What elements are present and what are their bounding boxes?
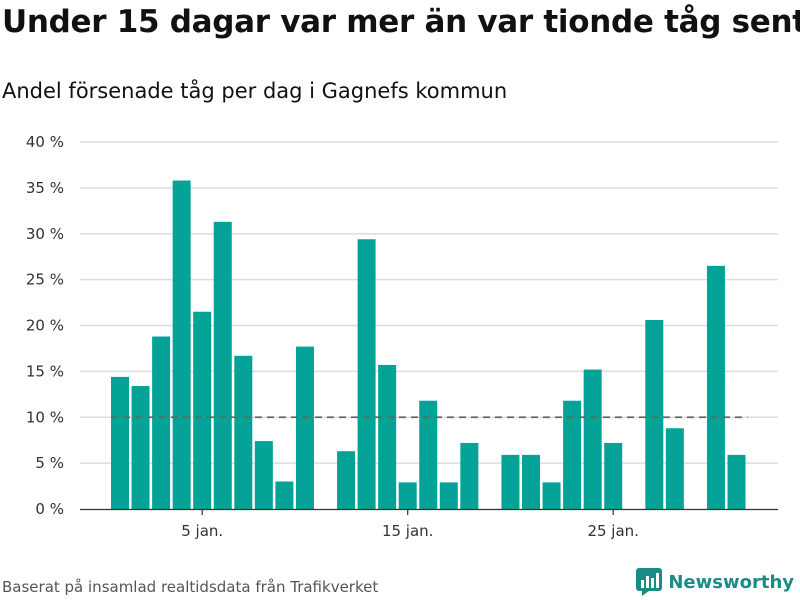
chart-subtitle: Andel försenade tåg per dag i Gagnefs ko… <box>2 79 508 103</box>
bar <box>542 482 561 509</box>
bar <box>439 482 458 509</box>
bar <box>275 481 294 509</box>
bar <box>522 454 540 509</box>
bar <box>419 400 438 509</box>
x-tick-label: 15 jan. <box>382 522 434 540</box>
y-tick-label: 15 % <box>26 362 64 380</box>
bar <box>172 180 191 509</box>
bar <box>337 451 356 509</box>
bar <box>706 265 725 509</box>
bar <box>234 355 253 509</box>
bar <box>501 454 520 509</box>
brand-logo: Newsworthy <box>636 568 794 596</box>
bar <box>111 376 129 509</box>
y-tick-label: 20 % <box>26 317 64 335</box>
bar-chart: 0 % 5 % 10 % 15 % 20 % 25 % 30 % 35 % 40 % 5 jan… <box>26 133 778 540</box>
bar <box>398 482 417 509</box>
bar <box>563 400 582 509</box>
y-tick-label: 5 % <box>35 454 64 472</box>
y-tick-label: 10 % <box>26 408 64 426</box>
chart-title: Under 15 dagar var mer än var tionde tåg… <box>2 4 800 40</box>
bar <box>665 428 684 509</box>
bar <box>295 346 314 509</box>
y-axis-ticks: 0 % 5 % 10 % 15 % 20 % 25 % 30 % 35 % 40 % <box>26 133 64 518</box>
bar <box>152 336 171 509</box>
newsworthy-logo-icon <box>636 568 663 596</box>
bar <box>645 319 664 509</box>
x-tick-label: 5 jan. <box>181 522 223 540</box>
y-tick-label: 30 % <box>26 225 64 243</box>
y-tick-label: 35 % <box>26 179 64 197</box>
bar <box>357 239 376 509</box>
bar <box>193 311 212 509</box>
bars <box>111 180 746 509</box>
y-tick-label: 0 % <box>35 500 64 518</box>
bar <box>727 454 746 509</box>
brand-name: Newsworthy <box>668 571 794 593</box>
bar <box>604 442 623 509</box>
bar <box>378 364 397 509</box>
bar <box>460 442 479 509</box>
bar <box>254 441 273 509</box>
bar <box>213 221 232 509</box>
x-axis-ticks: 5 jan. 15 jan. 25 jan. <box>181 509 639 540</box>
x-tick-label: 25 jan. <box>587 522 639 540</box>
bar <box>583 369 602 509</box>
y-tick-label: 40 % <box>26 133 64 151</box>
source-note: Baserat på insamlad realtidsdata från Tr… <box>2 578 379 596</box>
bar <box>131 386 150 509</box>
y-tick-label: 25 % <box>26 271 64 289</box>
